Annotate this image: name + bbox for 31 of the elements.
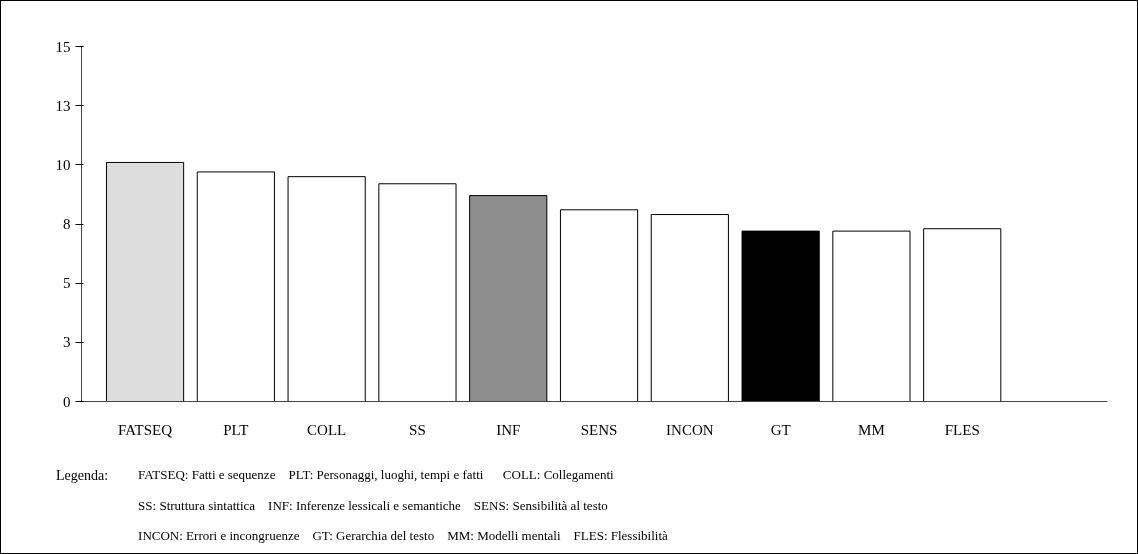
y-tick-label: 0	[63, 393, 71, 410]
y-tick-label: 13	[55, 97, 71, 114]
x-tick-label: MM	[858, 421, 885, 438]
x-tick-label: FLES	[944, 421, 980, 438]
x-tick-label: COLL	[307, 421, 347, 438]
x-tick-label: INCON	[666, 421, 714, 438]
x-tick-label: SS	[409, 421, 426, 438]
text: FATSEQ: Fatti e sequenze PLT: Personaggi, luoghi, tempi e fatti COLL: Collegamenti	[138, 466, 614, 484]
y-tick-label: 15	[55, 38, 71, 55]
x-tick-label: PLT	[223, 421, 249, 438]
bar	[923, 228, 1002, 402]
bar	[650, 214, 729, 402]
y-tick-label: 10	[55, 156, 71, 173]
bar	[378, 183, 457, 402]
x-tick-label: INF	[496, 421, 521, 438]
bar	[196, 171, 275, 402]
bar	[559, 209, 639, 402]
y-tick-label: 3	[63, 334, 71, 351]
text: INCON: Errori e incongruenze GT: Gerarchia del testo MM: Modelli mentali FLES: Flessibilità	[138, 527, 668, 546]
text: SS: Struttura sintattica INF: Inferenze lessicali e semantiche SENS: Sensibilità al testo	[138, 496, 608, 515]
bar	[105, 161, 185, 402]
x-tick-label: FATSEQ	[118, 421, 173, 438]
x-tick-label: GT	[770, 421, 791, 438]
bar	[832, 230, 911, 402]
bar	[741, 230, 820, 402]
y-tick-label: 5	[63, 275, 71, 292]
text: Legenda:	[56, 467, 109, 485]
x-tick-label: SENS	[580, 421, 618, 438]
bar	[287, 176, 366, 402]
y-tick-label: 8	[63, 216, 71, 232]
bar	[469, 195, 548, 402]
